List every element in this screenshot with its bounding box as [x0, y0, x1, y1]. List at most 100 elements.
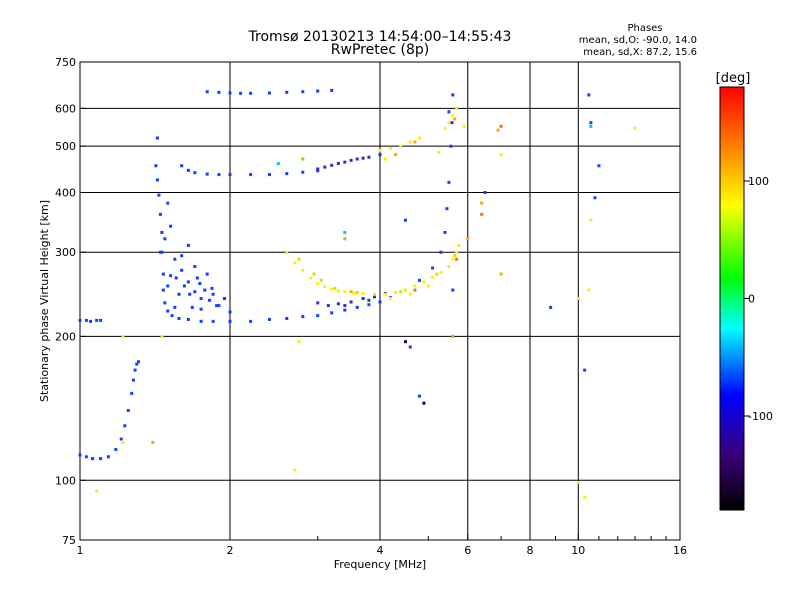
- data-point: [343, 237, 347, 241]
- data-point: [589, 124, 593, 128]
- y-tick-label: 500: [55, 140, 76, 153]
- data-point: [445, 207, 449, 211]
- data-point: [193, 171, 197, 175]
- data-point: [316, 301, 320, 305]
- data-point: [422, 401, 426, 405]
- data-point: [589, 121, 593, 125]
- data-point: [210, 286, 214, 290]
- data-point: [480, 212, 484, 216]
- data-point: [449, 144, 453, 148]
- data-point: [217, 173, 221, 177]
- data-point: [285, 90, 289, 94]
- colorbar-label: [deg]: [716, 71, 751, 86]
- data-point: [450, 121, 454, 125]
- data-point: [170, 314, 174, 318]
- data-point: [198, 282, 202, 286]
- data-point: [301, 90, 305, 94]
- data-point: [330, 287, 334, 291]
- data-point: [161, 288, 165, 292]
- data-point: [186, 280, 190, 284]
- x-tick-label: 4: [377, 544, 384, 557]
- data-point: [228, 173, 232, 177]
- y-tick-label: 600: [55, 102, 76, 115]
- data-point: [426, 284, 430, 288]
- x-tick-label: 6: [464, 544, 471, 557]
- chart-title: Tromsø 20130213 14:54:00–14:55:43: [248, 29, 512, 45]
- data-point: [451, 93, 455, 97]
- data-point: [367, 155, 371, 159]
- data-point: [336, 161, 340, 165]
- y-tick-label: 300: [55, 246, 76, 259]
- data-point: [126, 408, 130, 412]
- data-point: [499, 272, 503, 276]
- data-point: [190, 305, 194, 309]
- data-point: [95, 318, 99, 322]
- y-axis-label: Stationary phase Virtual Height [km]: [38, 200, 51, 402]
- data-point: [583, 496, 587, 500]
- phases-o-stats: mean, sd,O: -90.0, 14.0: [579, 35, 697, 46]
- data-point: [173, 305, 177, 309]
- data-point: [316, 314, 320, 318]
- x-axis: 1 2 4 6 8 10 16: [77, 534, 687, 557]
- data-point: [349, 158, 353, 162]
- data-point: [355, 157, 359, 161]
- data-point: [312, 272, 316, 276]
- data-point: [326, 304, 330, 308]
- data-point: [217, 304, 221, 308]
- data-point: [169, 274, 173, 278]
- data-point: [217, 90, 221, 94]
- data-point: [177, 292, 181, 296]
- data-point: [349, 300, 353, 304]
- data-point: [403, 288, 407, 292]
- data-point: [114, 447, 118, 451]
- data-point: [180, 268, 184, 272]
- data-point: [316, 89, 320, 93]
- data-point: [352, 291, 356, 295]
- data-point: [417, 278, 421, 282]
- data-point: [496, 128, 500, 132]
- data-point: [453, 117, 457, 121]
- data-points: [78, 88, 637, 500]
- data-point: [447, 121, 451, 125]
- data-point: [215, 304, 219, 308]
- data-point: [173, 257, 177, 261]
- data-point: [389, 146, 393, 150]
- data-point: [166, 284, 170, 288]
- data-point: [131, 378, 135, 382]
- data-point: [447, 180, 451, 184]
- data-point: [180, 164, 184, 168]
- data-point: [383, 157, 387, 161]
- data-point: [457, 243, 461, 247]
- data-point: [157, 193, 161, 197]
- data-point: [451, 334, 455, 338]
- data-point: [455, 106, 459, 110]
- data-point: [297, 340, 301, 344]
- colorbar-tick-label: -100: [748, 410, 773, 423]
- data-point: [378, 148, 382, 152]
- data-point: [361, 156, 365, 160]
- data-point: [343, 230, 347, 234]
- phases-x-stats: mean, sd,X: 87.2, 15.6: [583, 47, 697, 58]
- data-point: [451, 113, 455, 117]
- data-point: [211, 319, 215, 323]
- data-point: [316, 169, 320, 173]
- data-point: [188, 292, 192, 296]
- data-point: [316, 167, 320, 171]
- data-point: [403, 218, 407, 222]
- data-point: [417, 136, 421, 140]
- data-point: [413, 288, 417, 292]
- data-point: [373, 292, 377, 296]
- data-point: [323, 285, 327, 289]
- x-axis-label: Frequency [MHz]: [334, 558, 426, 571]
- data-point: [443, 230, 447, 234]
- y-tick-label: 200: [55, 330, 76, 343]
- data-point: [166, 201, 170, 205]
- data-point: [587, 288, 591, 292]
- data-point: [499, 124, 503, 128]
- data-point: [349, 290, 353, 294]
- data-point: [169, 224, 173, 228]
- data-point: [163, 237, 167, 241]
- data-point: [483, 190, 487, 194]
- data-point: [121, 440, 125, 444]
